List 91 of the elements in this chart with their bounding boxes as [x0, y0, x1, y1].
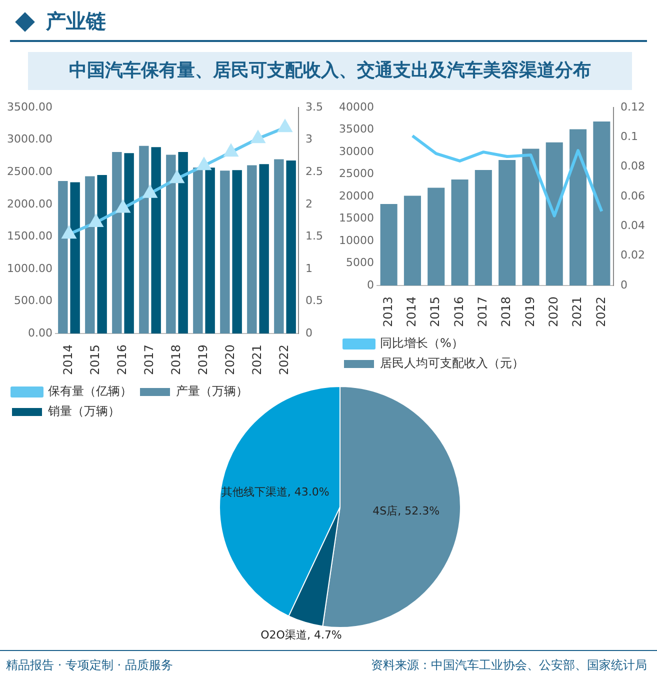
y2-tick-label: 1.5	[306, 230, 324, 243]
bar	[474, 170, 492, 286]
text: 精品报告 · 专项定制 · 品质服务	[6, 657, 173, 674]
bar	[205, 168, 215, 334]
slice-label: 其他线下渠道, 43.0%	[221, 485, 330, 498]
x-tick-label: 2015	[428, 296, 442, 328]
x-tick-label: 2022	[277, 344, 292, 376]
bar	[428, 188, 445, 286]
y2-tick-label: 3	[306, 132, 313, 146]
x-tick-label: 2013	[380, 296, 395, 328]
y2-tick-label: 2.5	[306, 164, 324, 178]
y2-tick-label: 0.06	[620, 189, 646, 202]
y-tick-label: 500.00	[14, 294, 52, 308]
y2-tick-label: 3.5	[306, 100, 324, 114]
bar	[139, 146, 149, 334]
bar	[593, 121, 610, 286]
bar	[498, 160, 516, 286]
y-tick-label: 25000	[338, 167, 374, 180]
bar	[404, 196, 421, 286]
y2-tick-label: 0.02	[620, 248, 646, 262]
y2-tick-label: 0.1	[620, 130, 638, 144]
y-tick-label: 10000	[338, 234, 374, 247]
y2-tick-label: 0	[306, 326, 313, 340]
bar	[522, 148, 540, 286]
legend-label: 销量（万辆）	[47, 404, 120, 418]
y2-tick-label: 0.08	[620, 160, 646, 173]
bar	[58, 181, 68, 334]
bar	[570, 129, 587, 286]
x-tick-label: 2014	[61, 344, 76, 376]
legend-label: 保有量（亿辆）	[48, 384, 132, 398]
bar	[151, 147, 161, 334]
bar	[546, 142, 563, 286]
y-tick-label: 40000	[338, 100, 374, 114]
y-tick-label: 1500.00	[6, 230, 52, 243]
x-tick-label: 2016	[452, 296, 466, 328]
y-tick-label: 0.00	[28, 326, 52, 340]
y-tick-label: 2500.00	[6, 164, 52, 178]
y2-tick-label: 0.04	[620, 219, 646, 232]
slice-label: 4S店, 52.3%	[372, 504, 440, 518]
x-tick-label: 2018	[499, 296, 514, 328]
slice-label: O2O渠道, 4.7%	[260, 628, 342, 642]
bar	[70, 182, 80, 334]
y2-tick-label: 2	[306, 197, 313, 210]
x-tick-label: 2019	[196, 344, 210, 376]
y2-tick-label: 0.5	[306, 294, 324, 308]
bar	[286, 160, 296, 334]
y-tick-label: 3500.00	[6, 100, 52, 114]
x-tick-label: 2017	[142, 344, 156, 376]
bar	[247, 165, 257, 334]
y-tick-label: 2000.00	[6, 197, 52, 210]
x-tick-label: 2020	[546, 296, 561, 328]
x-tick-label: 2021	[570, 296, 584, 328]
bar	[274, 159, 284, 334]
x-tick-label: 2019	[522, 296, 537, 328]
y-tick-label: 20000	[338, 189, 374, 202]
y-tick-label: 30000	[338, 144, 374, 158]
y-tick-label: 3000.00	[6, 132, 52, 146]
legend-label: 居民人均可支配收入（元）	[380, 356, 524, 370]
y2-tick-label: 0.12	[620, 100, 646, 114]
x-tick-label: 2017	[476, 296, 490, 328]
bar	[451, 180, 468, 286]
text: 产业链	[46, 8, 106, 35]
bar	[232, 170, 242, 334]
bar	[85, 176, 95, 334]
y2-tick-label: 1	[306, 262, 313, 275]
x-tick-label: 2018	[169, 344, 184, 376]
x-tick-label: 2014	[404, 296, 419, 328]
y-tick-label: 15000	[338, 212, 374, 225]
x-tick-label: 2016	[115, 344, 130, 376]
legend-label: 产量（万辆）	[176, 384, 248, 398]
y2-tick-label: 0	[620, 278, 628, 292]
bar	[178, 152, 188, 334]
bar	[97, 174, 107, 334]
x-tick-label: 2020	[223, 344, 238, 376]
x-tick-label: 2022	[594, 296, 608, 328]
bar	[166, 154, 176, 334]
bar	[193, 167, 203, 334]
y-tick-label: 0	[366, 278, 374, 292]
bar	[124, 153, 134, 334]
chart-title: 中国汽车保有量、居民可支配收入、交通支出及汽车美容渠道分布	[28, 52, 632, 90]
legend-label: 同比增长（%）	[380, 336, 464, 350]
y-tick-label: 1000.00	[6, 262, 52, 275]
bar	[259, 164, 269, 334]
x-tick-label: 2015	[88, 344, 102, 376]
x-tick-label: 2021	[250, 344, 264, 376]
y-tick-label: 35000	[338, 122, 374, 136]
y-tick-label: 5000	[346, 256, 374, 270]
bar	[220, 170, 230, 334]
bar	[112, 152, 122, 334]
text: 资料来源：中国汽车工业协会、公安部、国家统计局	[371, 657, 647, 674]
bar	[380, 204, 398, 286]
